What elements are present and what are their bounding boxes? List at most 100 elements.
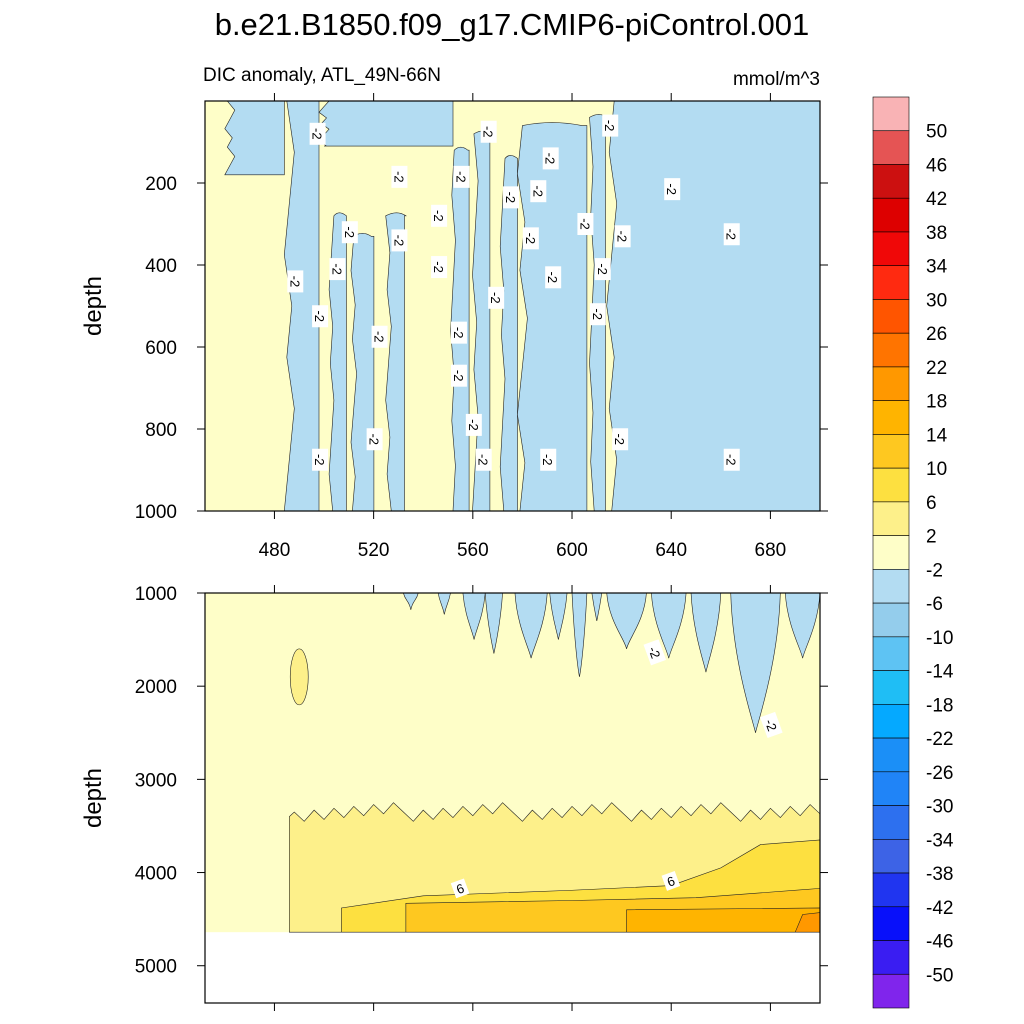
contour-label-text: -2	[391, 171, 406, 183]
contour-label-text: -2	[287, 276, 302, 288]
colorbar-swatch	[872, 569, 910, 604]
contour-label-text: -2	[545, 272, 560, 284]
colorbar-level-label: 2	[926, 527, 937, 548]
contour-label-box	[465, 413, 482, 436]
contour-label-box	[723, 448, 740, 471]
colorbar-swatch	[872, 906, 910, 941]
negative-plume	[484, 592, 503, 654]
colorbar-level-label: 6	[926, 493, 937, 514]
colorbar: 50 46 42 38 34 30 26 22 18 14 10 6 2 -2 -6 -10 -14 -18 -22…	[872, 96, 954, 1009]
colorbar-swatch	[872, 265, 910, 300]
x-tick-label: 680	[755, 540, 787, 561]
colorbar-level-label: 18	[926, 392, 947, 413]
contour-label-box	[312, 305, 329, 328]
colorbar-swatch	[872, 501, 910, 536]
colorbar-swatch	[872, 130, 910, 165]
contour-label-box	[664, 178, 681, 201]
contour-label-text: -2	[530, 185, 545, 197]
contour-label-box	[329, 258, 346, 281]
contour-label: -2	[522, 227, 539, 250]
colorbar-swatch	[872, 96, 910, 132]
negative-plume	[549, 592, 568, 640]
contour-label-box	[594, 258, 611, 281]
colorbar-swatch	[872, 231, 910, 267]
contour-label-text: -2	[453, 171, 468, 183]
contour-label: -2	[450, 321, 467, 344]
contour-label-text: -2	[645, 644, 663, 660]
colorbar-level-label: -46	[926, 932, 953, 953]
contour-label-text: -2	[577, 218, 592, 230]
contour-label-box	[341, 221, 358, 244]
contour-label-text: -2	[312, 454, 327, 466]
contour-label: -2	[391, 165, 408, 188]
contour-label: -2	[465, 413, 482, 436]
contour-label-box	[488, 286, 505, 309]
contour-label-text: -2	[431, 261, 446, 273]
contour-label-text: -2	[312, 310, 327, 322]
negative-plume	[437, 592, 451, 615]
contour-label-box	[287, 270, 304, 293]
contour-label-text: -2	[329, 263, 344, 275]
contour-label: -2	[287, 270, 304, 293]
colorbar-swatch	[872, 872, 910, 908]
colorbar-level-label: -30	[926, 797, 953, 818]
contour-label-box	[589, 303, 606, 326]
negative-anomaly-region	[328, 212, 347, 511]
contour-label-text: -2	[391, 235, 406, 247]
negative-plume	[651, 592, 687, 659]
negative-anomaly-region	[499, 155, 518, 511]
negative-anomaly-region	[318, 101, 454, 147]
contour-label-box	[450, 878, 470, 899]
colorbar-swatch	[872, 737, 910, 773]
colorbar-level-label: 26	[926, 324, 947, 345]
colorbar-swatch	[872, 771, 910, 806]
colorbar-swatch	[872, 670, 910, 705]
contour-label-box	[309, 122, 326, 145]
colorbar-swatch	[872, 197, 910, 233]
colorbar-swatch	[872, 636, 910, 671]
bottom-contour-labels: -2 -2 6 6	[450, 639, 783, 899]
contour-label: -2	[475, 448, 492, 471]
contour-label-box	[391, 165, 408, 188]
contour-label: -2	[530, 180, 547, 203]
contour-label-box	[431, 256, 448, 279]
y-tick-label: 800	[145, 420, 177, 441]
contour-label-box	[312, 448, 329, 471]
colorbar-level-label: -6	[926, 594, 943, 615]
contour-label-box	[450, 364, 467, 387]
negative-plume	[591, 592, 603, 622]
contour-label-box	[540, 448, 557, 471]
colorbar-swatch	[872, 973, 910, 1009]
contour-label: -2	[431, 256, 448, 279]
contour-label-box	[503, 186, 520, 209]
contour-label: -2	[309, 122, 326, 145]
contour-label: -2	[577, 213, 594, 235]
bottom-axis-ticks: 1000 2000 3000 4000 5000	[135, 584, 828, 1011]
negative-anomaly-region	[385, 212, 407, 511]
contour-label-text: 6	[454, 881, 466, 898]
top-ylabel: depth	[80, 276, 107, 336]
contour-label-box	[431, 204, 448, 227]
contour-label-text: -2	[342, 226, 357, 238]
contour-label: -2	[612, 428, 629, 451]
colorbar-swatch	[872, 535, 910, 570]
contour-label-box	[545, 266, 562, 289]
contour-label-text: -2	[664, 183, 679, 195]
contour-label: -2	[366, 428, 383, 451]
contour-label-text: -2	[540, 454, 555, 466]
negative-plume	[606, 592, 647, 649]
contour-label: -2	[760, 711, 783, 739]
negative-anomaly-region	[606, 101, 820, 511]
contour-label: -2	[723, 223, 740, 246]
colorbar-level-label: -38	[926, 864, 953, 885]
colorbar-level-label: 10	[926, 459, 947, 480]
colorbar-swatch	[872, 299, 910, 334]
bottom-panel: -2 -2 6 6 1000 2000 3000 4000 5000 depth	[80, 584, 828, 1011]
colorbar-level-label: -22	[926, 729, 953, 750]
contour-label: -2	[594, 258, 611, 281]
contour-label-box	[661, 871, 681, 891]
contour-label-text: -2	[543, 153, 558, 165]
bottom-filled-contours	[205, 592, 821, 933]
contour-label-text: -2	[724, 228, 739, 240]
